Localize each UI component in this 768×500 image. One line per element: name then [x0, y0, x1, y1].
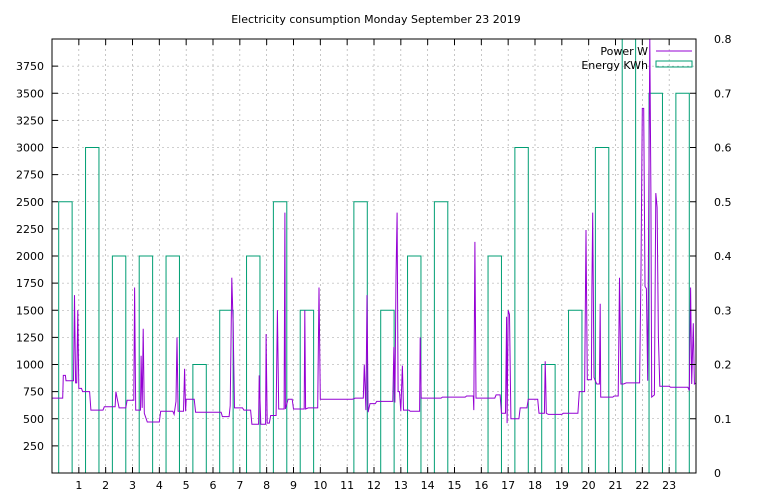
y-left-tick-label: 2750	[16, 169, 44, 182]
y-left-tick-label: 2500	[16, 196, 44, 209]
energy-step	[246, 255, 261, 473]
x-tick-label: 16	[474, 479, 488, 492]
y-left-tick-label: 250	[23, 440, 44, 453]
x-tick-label: 10	[313, 479, 327, 492]
energy-step	[138, 255, 154, 473]
energy-step	[85, 147, 100, 473]
energy-step	[675, 92, 690, 473]
energy-step	[192, 364, 207, 473]
y-right-tick-label: 0.2	[714, 359, 732, 372]
y-left-tick-label: 1750	[16, 277, 44, 290]
energy-step	[541, 364, 556, 473]
y-left-tick-label: 3000	[16, 142, 44, 155]
energy-step	[433, 201, 449, 473]
x-tick-label: 15	[448, 479, 462, 492]
energy-step	[487, 255, 502, 473]
y-right-tick-label: 0.3	[714, 304, 732, 317]
energy-step	[58, 201, 73, 473]
x-tick-label: 20	[582, 479, 596, 492]
x-tick-label: 17	[501, 479, 515, 492]
y-right-tick-label: 0.8	[714, 33, 732, 46]
x-tick-label: 23	[662, 479, 676, 492]
x-tick-label: 7	[236, 479, 243, 492]
energy-step	[272, 201, 288, 473]
x-tick-label: 2	[102, 479, 109, 492]
y-left-tick-label: 3500	[16, 87, 44, 100]
legend: Power W Energy KWh	[581, 45, 693, 72]
y-left-tick-label: 2250	[16, 223, 44, 236]
x-tick-label: 12	[367, 479, 381, 492]
y-left-tick-label: 3750	[16, 60, 44, 73]
x-tick-label: 9	[290, 479, 297, 492]
x-tick-label: 5	[183, 479, 190, 492]
y-left-tick-label: 1500	[16, 304, 44, 317]
x-tick-label: 11	[340, 479, 354, 492]
y-right-tick-label: 0.6	[714, 142, 732, 155]
axes: 1 2 3 4 5 6 7 8 9 10 11 12 13 14 15 16 17 18 19 20 21 22 23250…	[16, 33, 732, 492]
legend-swatch-energy	[655, 60, 693, 68]
chart-title: Electricity consumption Monday September…	[231, 13, 521, 26]
energy-step	[514, 147, 529, 473]
y-left-tick-label: 1250	[16, 331, 44, 344]
x-tick-label: 8	[263, 479, 270, 492]
energy-step	[594, 147, 610, 473]
energy-step	[299, 309, 315, 473]
energy-step	[380, 309, 395, 473]
y-right-tick-label: 0.7	[714, 87, 732, 100]
x-tick-label: 22	[635, 479, 649, 492]
energy-step	[219, 309, 234, 473]
x-tick-label: 4	[156, 479, 163, 492]
x-tick-label: 6	[210, 479, 217, 492]
y-left-tick-label: 750	[23, 386, 44, 399]
y-left-tick-label: 500	[23, 413, 44, 426]
energy-step	[111, 255, 127, 473]
x-tick-label: 21	[609, 479, 623, 492]
x-tick-label: 19	[555, 479, 569, 492]
legend-label-power: Power W	[600, 45, 648, 58]
legend-label-energy: Energy KWh	[581, 59, 648, 72]
y-left-tick-label: 2000	[16, 250, 44, 263]
y-right-tick-label: 0.4	[714, 250, 732, 263]
y-left-tick-label: 1000	[16, 359, 44, 372]
y-right-tick-label: 0	[714, 467, 721, 480]
x-tick-label: 13	[394, 479, 408, 492]
energy-step	[165, 255, 180, 473]
y-left-tick-label: 3250	[16, 114, 44, 127]
x-tick-label: 14	[421, 479, 435, 492]
energy-step	[648, 92, 663, 473]
x-tick-label: 18	[528, 479, 542, 492]
y-right-tick-label: 0.1	[714, 413, 732, 426]
x-tick-label: 3	[129, 479, 136, 492]
energy-step	[353, 201, 368, 473]
power-line	[52, 38, 697, 425]
x-tick-label: 1	[75, 479, 82, 492]
y-right-tick-label: 0.5	[714, 196, 732, 209]
